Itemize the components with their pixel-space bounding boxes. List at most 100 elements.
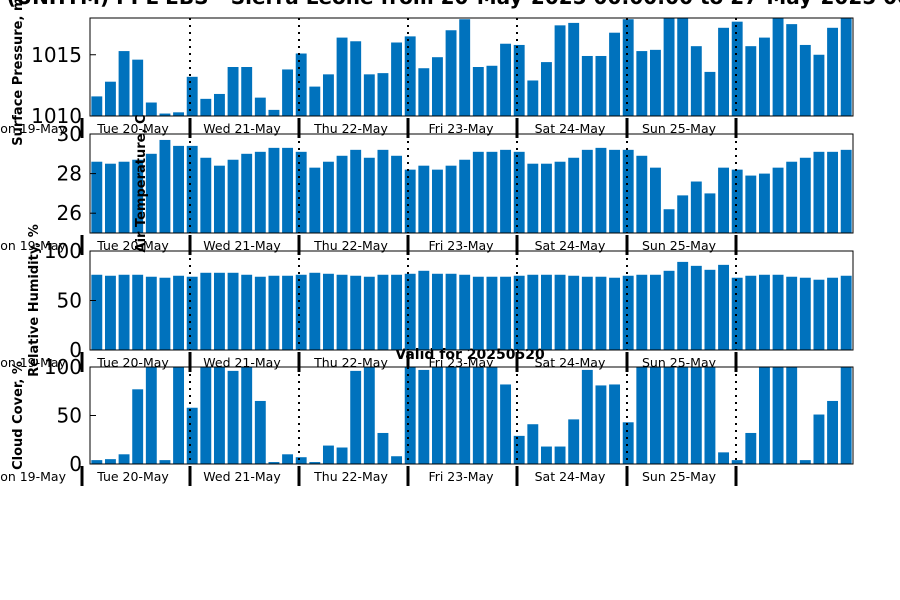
bar <box>431 367 443 464</box>
bar <box>418 68 430 116</box>
bar <box>227 67 239 116</box>
bar <box>540 274 552 350</box>
bar <box>200 98 212 116</box>
day-label: Wed 21-May <box>203 355 281 370</box>
bar <box>568 275 580 350</box>
bar <box>309 272 321 350</box>
bar <box>118 51 130 116</box>
bar <box>118 161 130 233</box>
bar <box>772 274 784 350</box>
bar <box>677 18 689 116</box>
valid-date-label: Valid for 20250520 <box>395 347 545 363</box>
bar <box>186 407 198 464</box>
bar <box>609 32 621 117</box>
bar <box>336 447 348 464</box>
bar <box>786 161 798 233</box>
bar <box>840 275 852 350</box>
bar <box>350 149 362 233</box>
bar <box>363 276 375 350</box>
bar <box>690 265 702 350</box>
bar <box>391 456 403 464</box>
bar <box>322 74 334 116</box>
bar <box>758 274 770 350</box>
bar <box>336 37 348 116</box>
bar <box>731 460 743 464</box>
bar <box>527 274 539 350</box>
bar <box>745 175 757 233</box>
bar <box>295 53 307 116</box>
bar <box>282 275 294 350</box>
bar <box>363 157 375 233</box>
bar <box>554 161 566 233</box>
bar <box>786 24 798 117</box>
bar <box>173 145 185 233</box>
bar <box>568 22 580 116</box>
bar <box>145 367 157 464</box>
bar <box>649 167 661 233</box>
day-label: Thu 22-May <box>313 355 388 370</box>
bar <box>431 273 443 350</box>
bar <box>758 37 770 116</box>
bar <box>636 274 648 350</box>
bar <box>254 276 266 350</box>
bar <box>527 424 539 464</box>
bar <box>118 454 130 464</box>
bar <box>282 69 294 116</box>
bar <box>704 71 716 116</box>
bar <box>690 181 702 233</box>
bar <box>827 151 839 233</box>
bar <box>581 149 593 233</box>
bar <box>377 149 389 233</box>
bar <box>772 18 784 116</box>
bar <box>704 193 716 233</box>
bar <box>595 147 607 233</box>
bar <box>731 277 743 350</box>
bar <box>445 367 457 464</box>
y-tick-label: 0 <box>69 338 82 362</box>
y-tick-label: 0 <box>69 452 82 476</box>
day-label: Wed 21-May <box>203 469 281 484</box>
bar <box>227 370 239 464</box>
bar <box>404 169 416 233</box>
bar <box>500 384 512 464</box>
bar <box>758 173 770 233</box>
y-axis-label: Air Temperature, C <box>134 115 149 253</box>
panel-2: 26 28 30 Tue 20-May Wed 21-May Thu 22-May Fri … <box>0 115 854 255</box>
bar <box>241 367 253 464</box>
bar <box>391 42 403 116</box>
bar <box>500 276 512 350</box>
bar <box>132 389 144 464</box>
bar <box>145 153 157 233</box>
bar <box>227 159 239 233</box>
bar <box>159 139 171 233</box>
bar <box>595 55 607 116</box>
bar <box>799 460 811 464</box>
bar <box>91 274 103 350</box>
bar <box>677 261 689 350</box>
bar <box>827 27 839 116</box>
bar <box>186 76 198 116</box>
bar <box>799 44 811 117</box>
day-label: Fri 23-May <box>428 121 494 136</box>
day-label: Thu 22-May <box>313 121 388 136</box>
bar <box>595 385 607 464</box>
bar <box>350 275 362 350</box>
bar <box>581 369 593 464</box>
bar <box>418 369 430 464</box>
bar <box>282 147 294 233</box>
bar <box>486 151 498 233</box>
bar <box>513 44 525 117</box>
bar <box>840 18 852 116</box>
bar <box>513 275 525 350</box>
y-axis-label: Relative Humidity, % <box>27 224 42 377</box>
bar <box>200 157 212 233</box>
bar <box>445 30 457 116</box>
bar <box>513 435 525 464</box>
bar <box>145 102 157 116</box>
day-label: Tue 20-May <box>96 355 169 370</box>
left-cut-day-label: on 19-May <box>0 121 66 136</box>
bar <box>799 157 811 233</box>
bar <box>418 270 430 350</box>
bar <box>309 462 321 464</box>
bar <box>254 97 266 117</box>
